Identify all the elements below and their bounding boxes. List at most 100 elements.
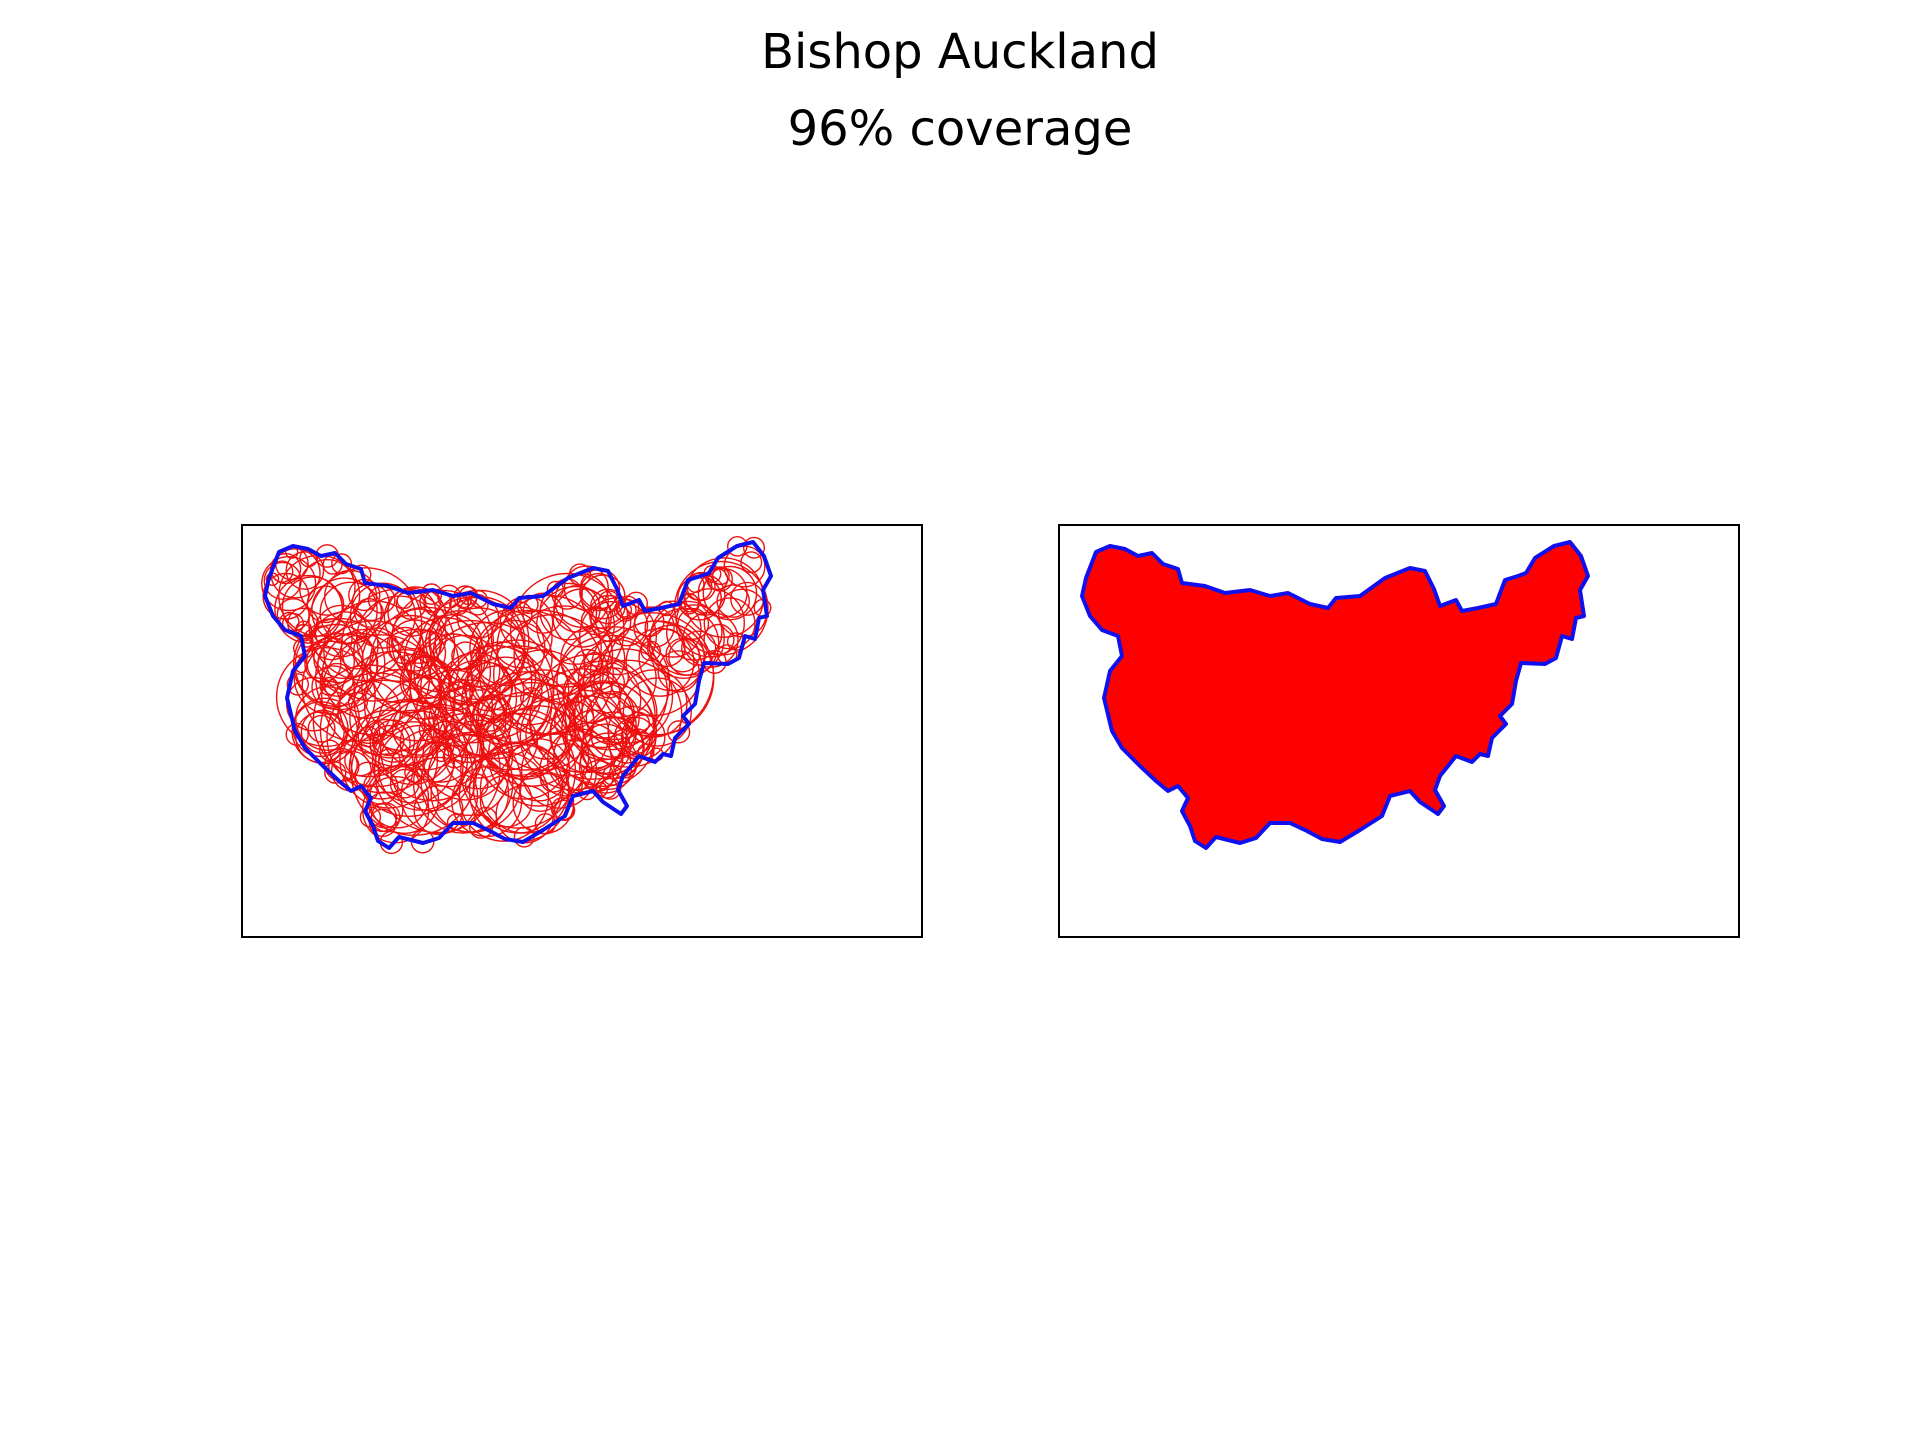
coverage-circle <box>633 606 675 648</box>
coverage-circle <box>519 682 628 791</box>
coverage-circle <box>681 630 717 666</box>
circle-coverage-panel <box>241 524 923 938</box>
coverage-circle <box>490 606 553 669</box>
coverage-circle <box>285 551 325 590</box>
coverage-circle <box>458 751 550 842</box>
coverage-circle <box>286 673 309 696</box>
coverage-circle <box>667 720 691 744</box>
coverage-circle <box>478 681 584 787</box>
coverage-circle <box>311 577 378 644</box>
coverage-circle <box>312 664 426 778</box>
coverage-circle <box>359 806 382 828</box>
coverage-circle <box>657 650 700 693</box>
coverage-circle <box>528 668 634 773</box>
figure-title: Bishop Auckland <box>761 24 1159 80</box>
coverage-circle <box>539 582 598 641</box>
coverage-circle <box>429 610 490 671</box>
coverage-circle <box>607 705 658 756</box>
coverage-circle <box>580 606 610 636</box>
coverage-circle <box>552 588 612 648</box>
coverage-circle <box>356 595 443 682</box>
coverage-circle <box>467 641 537 711</box>
coverage-circle <box>577 639 657 719</box>
coverage-circle <box>431 741 452 763</box>
coverage-circle <box>553 700 595 742</box>
coverage-circle <box>430 753 510 833</box>
coverage-circle <box>697 567 748 618</box>
coverage-circle <box>263 561 302 600</box>
coverage-circle <box>354 761 381 788</box>
coverage-circle <box>615 595 640 620</box>
coverage-circle <box>673 560 769 656</box>
coverage-circles <box>261 535 772 855</box>
coverage-circle <box>581 716 645 780</box>
coverage-circle <box>339 634 375 670</box>
coverage-circle <box>428 589 530 691</box>
constituency-boundary <box>1080 540 1590 850</box>
coverage-circle <box>315 620 431 736</box>
coverage-circle <box>371 719 416 763</box>
coverage-circle <box>469 665 525 721</box>
coverage-circle <box>513 605 614 706</box>
filled-coverage-map <box>1080 540 1590 850</box>
coverage-circle <box>479 774 533 828</box>
coverage-circle <box>350 709 478 837</box>
coverage-circle <box>261 555 317 612</box>
coverage-circle <box>399 655 452 707</box>
coverage-circle <box>418 716 446 743</box>
coverage-circle <box>439 659 518 738</box>
coverage-circle <box>443 719 514 790</box>
coverage-circle <box>618 669 688 738</box>
coverage-circle <box>577 648 674 745</box>
coverage-circle <box>472 742 564 834</box>
coverage-circle <box>360 628 474 742</box>
circle-coverage-map <box>261 535 773 855</box>
coverage-circle <box>396 592 414 609</box>
coverage-circle <box>389 768 420 799</box>
coverage-circle <box>509 572 625 688</box>
constituency-boundary <box>263 540 773 850</box>
coverage-circle <box>475 619 553 698</box>
coverage-circle <box>743 536 766 559</box>
coverage-circle <box>306 637 355 687</box>
coverage-circle <box>589 612 715 737</box>
coverage-circle <box>451 641 481 671</box>
coverage-circle <box>593 659 630 695</box>
coverage-circle <box>395 588 427 620</box>
coverage-circle <box>311 665 355 709</box>
coverage-circle <box>438 652 513 727</box>
coverage-circle <box>313 632 364 684</box>
coverage-circle <box>644 600 702 658</box>
coverage-circle <box>471 695 514 738</box>
coverage-circle <box>399 629 447 677</box>
covered-area-fill <box>1082 542 1588 848</box>
coverage-circle <box>682 611 739 668</box>
coverage-circle <box>561 681 655 776</box>
coverage-circle <box>512 772 575 835</box>
coverage-circle <box>274 574 343 644</box>
coverage-circle <box>633 606 665 637</box>
coverage-circle <box>726 535 748 557</box>
coverage-circle <box>323 600 425 702</box>
coverage-circle <box>338 650 447 759</box>
coverage-circle <box>581 760 614 793</box>
coverage-circle <box>408 619 533 744</box>
coverage-circle <box>707 566 733 592</box>
coverage-circle <box>373 724 405 757</box>
coverage-circle <box>391 608 447 664</box>
coverage-circle <box>388 619 441 672</box>
coverage-circle <box>703 597 756 650</box>
coverage-circle <box>613 598 637 622</box>
coverage-circle <box>351 564 372 585</box>
coverage-subtitle: 96% coverage <box>787 101 1133 157</box>
coverage-circle <box>622 677 692 747</box>
coverage-circle <box>324 761 347 784</box>
coverage-circle <box>438 645 553 760</box>
coverage-circle <box>366 765 430 829</box>
coverage-circle <box>307 714 336 743</box>
coverage-circle <box>553 799 576 821</box>
coverage-circle <box>339 709 439 809</box>
coverage-circle <box>703 623 735 655</box>
coverage-circle <box>400 756 479 835</box>
coverage-circle <box>429 634 501 706</box>
